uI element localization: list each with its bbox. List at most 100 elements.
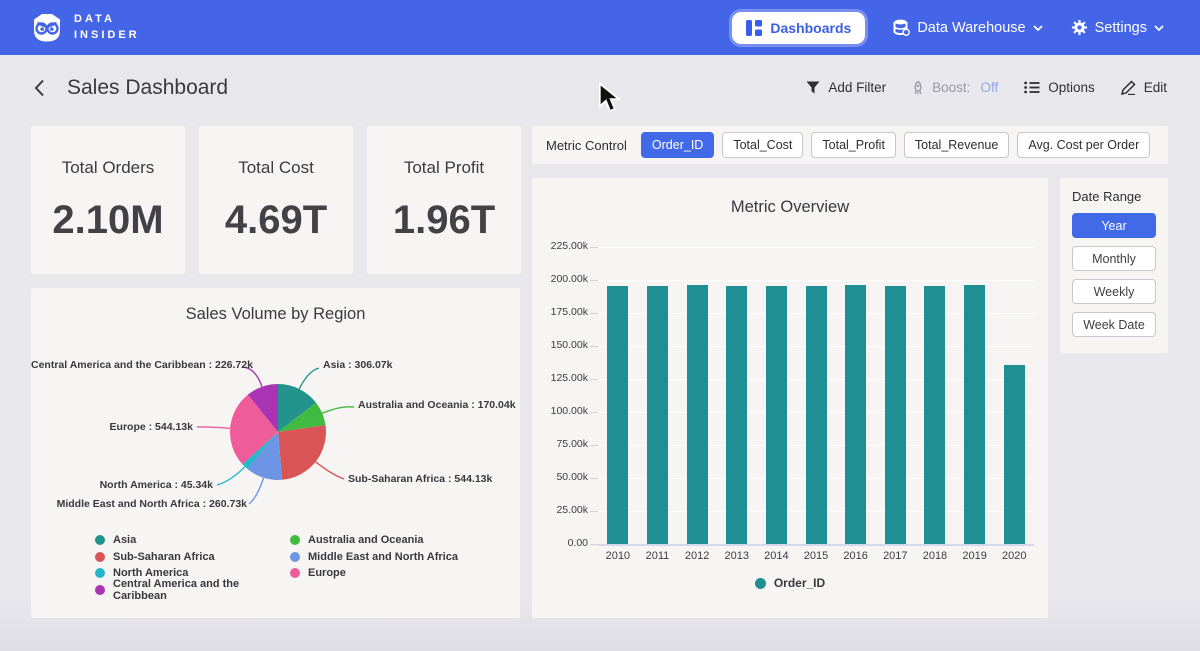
nav-settings[interactable]: Settings	[1071, 19, 1164, 36]
pie-callout-asia: Asia : 306.07k	[323, 359, 392, 371]
nav-dashboards-button[interactable]: Dashboards	[732, 12, 865, 44]
bar-2016[interactable]	[845, 285, 866, 544]
bar-2015[interactable]	[806, 286, 827, 544]
x-tick-label: 2016	[836, 550, 876, 562]
metric-chip-total-profit[interactable]: Total_Profit	[811, 132, 896, 158]
add-filter-button[interactable]: Add Filter	[806, 80, 886, 95]
bar-2012[interactable]	[687, 285, 708, 544]
database-icon	[893, 19, 910, 36]
pie-callout-central-america: Central America and the Caribbean : 226.…	[31, 359, 240, 371]
bar-2013[interactable]	[726, 286, 747, 544]
gridline	[598, 544, 1034, 546]
axis-tick	[590, 412, 598, 413]
bar-2020[interactable]	[1004, 365, 1025, 544]
axis-tick	[590, 247, 598, 248]
pie-slice-2[interactable]	[278, 425, 326, 480]
x-tick-label: 2011	[638, 550, 678, 562]
owl-logo-icon	[30, 11, 64, 44]
kpi-label: Total Cost	[238, 158, 314, 178]
kpi-value: 4.69T	[225, 198, 327, 243]
x-tick-label: 2013	[717, 550, 757, 562]
y-tick-label: 200.00k	[532, 273, 588, 285]
y-tick-label: 150.00k	[532, 339, 588, 351]
legend-dot	[290, 568, 300, 578]
legend-dot	[95, 552, 105, 562]
dashboards-grid-icon	[746, 20, 762, 36]
kpi-value: 1.96T	[393, 198, 495, 243]
pie-leader-line	[197, 427, 230, 428]
legend-dot	[95, 585, 105, 595]
nav-data-warehouse[interactable]: Data Warehouse	[893, 19, 1042, 36]
date-range-week-date-button[interactable]: Week Date	[1072, 312, 1156, 337]
kpi-value: 2.10M	[52, 198, 163, 243]
metric-chip-order-id[interactable]: Order_ID	[641, 132, 714, 158]
metric-chip-total-cost[interactable]: Total_Cost	[722, 132, 803, 158]
axis-tick	[590, 379, 598, 380]
y-tick-label: 0.00	[532, 537, 588, 549]
legend-item-central-america[interactable]: Central America and the Caribbean	[95, 582, 290, 599]
date-range-year-button[interactable]: Year	[1072, 213, 1156, 238]
pie-callout-north-america: North America : 45.34k	[31, 479, 213, 491]
options-button[interactable]: Options	[1024, 80, 1095, 95]
bar-2017[interactable]	[885, 286, 906, 544]
axis-tick	[590, 511, 598, 512]
bar-2019[interactable]	[964, 285, 985, 544]
pie-leader-line	[217, 467, 245, 485]
legend-item-europe[interactable]: Europe	[290, 565, 458, 582]
add-filter-label: Add Filter	[828, 80, 886, 95]
bar-chart-x-axis: 2010201120122013201420152016201720182019…	[598, 550, 1034, 562]
nav-settings-label: Settings	[1095, 20, 1147, 36]
x-tick-label: 2012	[677, 550, 717, 562]
bar-2018[interactable]	[924, 286, 945, 544]
axis-tick	[590, 544, 598, 545]
legend-dot	[290, 552, 300, 562]
x-tick-label: 2018	[915, 550, 955, 562]
bar-2011[interactable]	[647, 286, 668, 544]
x-tick-label: 2015	[796, 550, 836, 562]
boost-label: Boost:	[932, 80, 970, 95]
pie-leader-line	[299, 368, 319, 389]
axis-tick	[590, 313, 598, 314]
pie-leader-line	[322, 407, 354, 414]
page-header: Sales Dashboard Add Filter Boost:Off	[0, 55, 1200, 120]
edit-button[interactable]: Edit	[1121, 80, 1167, 95]
y-tick-label: 225.00k	[532, 240, 588, 252]
brand-logo[interactable]: DATA INSIDER	[30, 11, 140, 44]
kpi-label: Total Profit	[404, 158, 484, 178]
x-tick-label: 2010	[598, 550, 638, 562]
legend-item-middle-east-and-north-africa[interactable]: Middle East and North Africa	[290, 549, 458, 566]
metric-chip-avg-cost-per-order[interactable]: Avg. Cost per Order	[1017, 132, 1150, 158]
bar-2010[interactable]	[607, 286, 628, 544]
legend-item-asia[interactable]: Asia	[95, 532, 290, 549]
page-title: Sales Dashboard	[67, 76, 228, 100]
options-list-icon	[1024, 81, 1040, 94]
x-tick-label: 2019	[955, 550, 995, 562]
date-range-weekly-button[interactable]: Weekly	[1072, 279, 1156, 304]
kpi-card-total-cost: Total Cost 4.69T	[199, 126, 353, 274]
kpi-card-total-orders: Total Orders 2.10M	[31, 126, 185, 274]
y-tick-label: 175.00k	[532, 306, 588, 318]
rocket-icon	[912, 81, 924, 95]
bar-chart-title: Metric Overview	[532, 178, 1048, 217]
top-navbar: DATA INSIDER Dashboards D	[0, 0, 1200, 55]
gridline	[598, 247, 1034, 248]
bar-chart-legend: Order_ID	[532, 576, 1048, 590]
legend-dot	[290, 535, 300, 545]
legend-item-australia-and-oceania[interactable]: Australia and Oceania	[290, 532, 458, 549]
legend-item-sub-saharan-africa[interactable]: Sub-Saharan Africa	[95, 549, 290, 566]
pie-callout-middle-east-and-north-africa: Middle East and North Africa : 260.73k	[31, 498, 247, 510]
axis-tick	[590, 280, 598, 281]
metric-chip-total-revenue[interactable]: Total_Revenue	[904, 132, 1009, 158]
filter-funnel-icon	[806, 81, 820, 94]
bar-chart-plot-area	[598, 234, 1034, 544]
boost-toggle[interactable]: Boost:Off	[912, 80, 998, 95]
pie-leader-line	[316, 462, 344, 479]
bar-2014[interactable]	[766, 286, 787, 544]
date-range-monthly-button[interactable]: Monthly	[1072, 246, 1156, 271]
y-tick-label: 125.00k	[532, 372, 588, 384]
pie-callout-sub-saharan-africa: Sub-Saharan Africa : 544.13k	[348, 473, 492, 485]
kpi-label: Total Orders	[62, 158, 155, 178]
axis-tick	[590, 346, 598, 347]
chevron-left-icon	[34, 79, 45, 97]
back-button[interactable]	[34, 79, 45, 97]
